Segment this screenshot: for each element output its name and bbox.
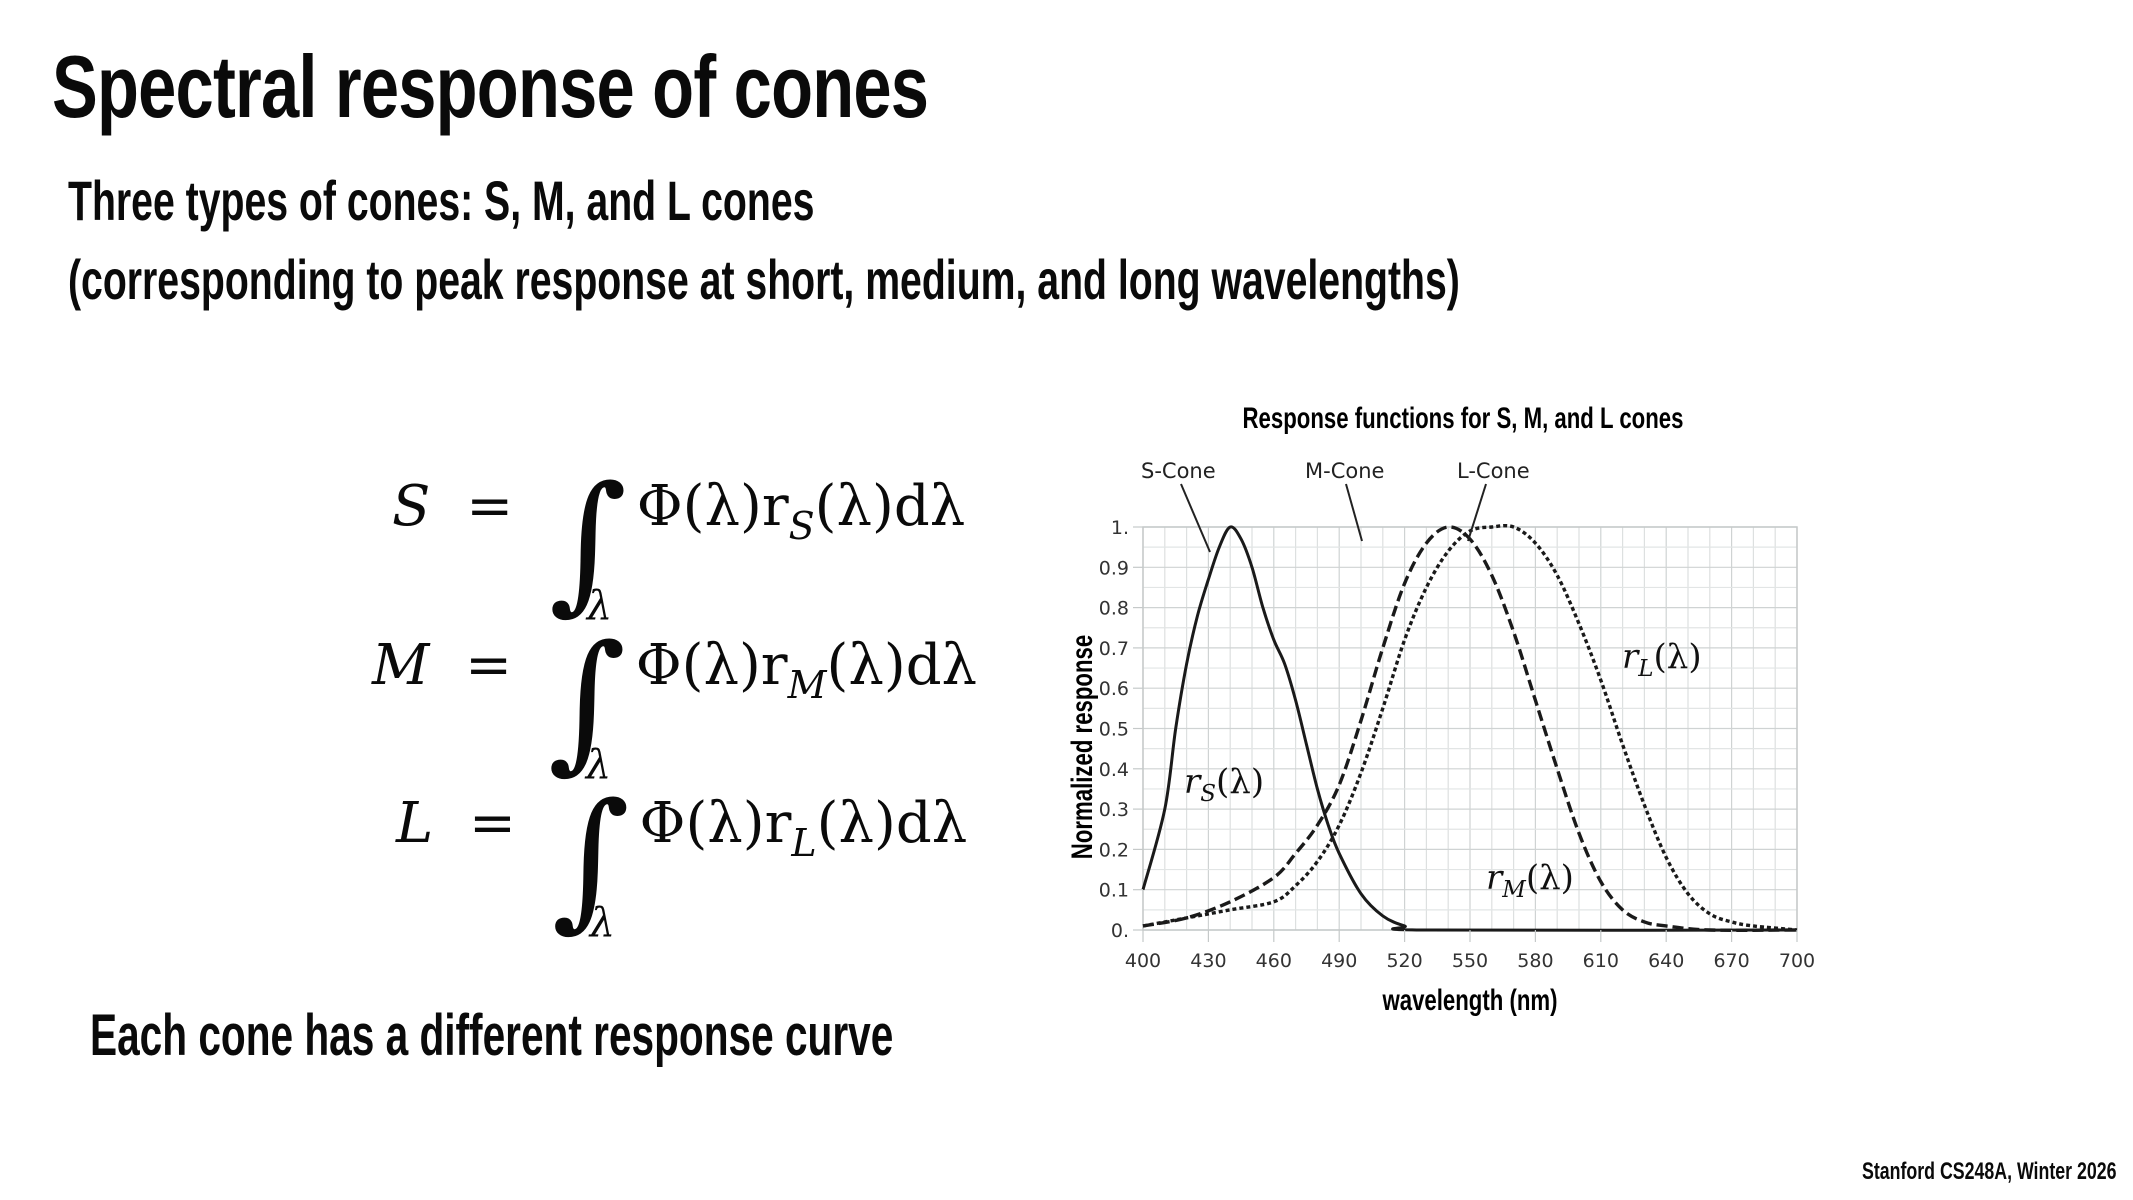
svg-text:0.4: 0.4	[1099, 759, 1129, 781]
svg-text:0.3: 0.3	[1099, 799, 1129, 821]
integral-variable: λ	[589, 900, 616, 946]
curve-l-cone	[1142, 523, 1798, 932]
chart-curves	[1141, 523, 1798, 932]
curve-s-cone	[1141, 525, 1798, 932]
svg-text:640: 640	[1648, 950, 1684, 972]
svg-text:0.7: 0.7	[1099, 638, 1129, 660]
integrand: Φ(λ)r	[636, 474, 789, 539]
equation-lhs: M	[372, 633, 430, 698]
svg-text:430: 430	[1190, 950, 1226, 972]
subtitle-line-1: Three types of cones: S, M, and L cones	[68, 169, 815, 232]
footer-credit: Stanford CS248A, Winter 2026	[1862, 1158, 2117, 1185]
svg-text:0.8: 0.8	[1099, 598, 1129, 620]
svg-text:520: 520	[1386, 950, 1422, 972]
subtitle-line-2: (corresponding to peak response at short…	[68, 248, 1460, 311]
integral-variable: λ	[585, 742, 612, 788]
subscript: S	[788, 504, 815, 548]
slide-title: Spectral response of cones	[52, 37, 929, 136]
equation-lhs: S	[392, 474, 431, 539]
svg-text:700: 700	[1779, 950, 1815, 972]
integrand: Φ(λ)r	[639, 791, 792, 856]
callout-m-cone: M-Cone	[1305, 459, 1384, 483]
equation-lhs: L	[396, 791, 434, 856]
equation-m: M = ∫ λ Φ(λ)rM(λ)dλ	[372, 614, 978, 788]
svg-text:1.: 1.	[1111, 517, 1129, 539]
callout-leader-lines	[1180, 483, 1487, 553]
integrand: Φ(λ)r	[635, 633, 788, 698]
integral-variable: λ	[586, 583, 613, 629]
callout-l-cone: L-Cone	[1457, 459, 1530, 483]
chart-title: Response functions for S, M, and L cones	[1243, 401, 1684, 435]
curve-label-s: rS(λ)	[1184, 762, 1264, 807]
chart-ticks: 400 430 460 490 520 550 580 610 640 670 700 0. 0.1 0.…	[1099, 517, 1815, 972]
svg-text:580: 580	[1517, 950, 1553, 972]
equals-sign: =	[466, 474, 514, 539]
equals-sign: =	[465, 633, 513, 698]
integrand-tail: (λ)dλ	[814, 474, 966, 539]
y-axis-label: Normalized response	[1065, 635, 1099, 859]
integrand-tail: (λ)dλ	[816, 791, 968, 856]
equation-s: S = ∫ λ Φ(λ)rS(λ)dλ	[392, 455, 966, 629]
svg-text:610: 610	[1583, 950, 1619, 972]
subscript: L	[791, 821, 817, 865]
curve-label-m: rM(λ)	[1486, 858, 1574, 903]
x-axis-label: wavelength (nm)	[1382, 983, 1558, 1017]
equation-l: L = ∫ λ Φ(λ)rL(λ)dλ	[396, 772, 968, 946]
integrand-tail: (λ)dλ	[826, 633, 978, 698]
bottom-caption: Each cone has a different response curve	[90, 1003, 894, 1068]
callout-s-cone: S-Cone	[1141, 459, 1216, 483]
subscript: M	[787, 663, 827, 707]
svg-text:400: 400	[1125, 950, 1161, 972]
curve-label-l: rL(λ)	[1622, 637, 1702, 682]
svg-text:0.2: 0.2	[1099, 839, 1129, 861]
svg-text:550: 550	[1452, 950, 1488, 972]
svg-text:0.6: 0.6	[1099, 678, 1129, 700]
svg-text:0.5: 0.5	[1099, 719, 1129, 741]
svg-text:670: 670	[1713, 950, 1749, 972]
chart-grid	[1142, 526, 1798, 931]
svg-text:0.9: 0.9	[1099, 557, 1129, 579]
svg-text:460: 460	[1256, 950, 1292, 972]
svg-text:0.: 0.	[1111, 920, 1129, 942]
equals-sign: =	[469, 791, 516, 856]
svg-text:490: 490	[1321, 950, 1357, 972]
svg-text:0.1: 0.1	[1099, 880, 1129, 902]
